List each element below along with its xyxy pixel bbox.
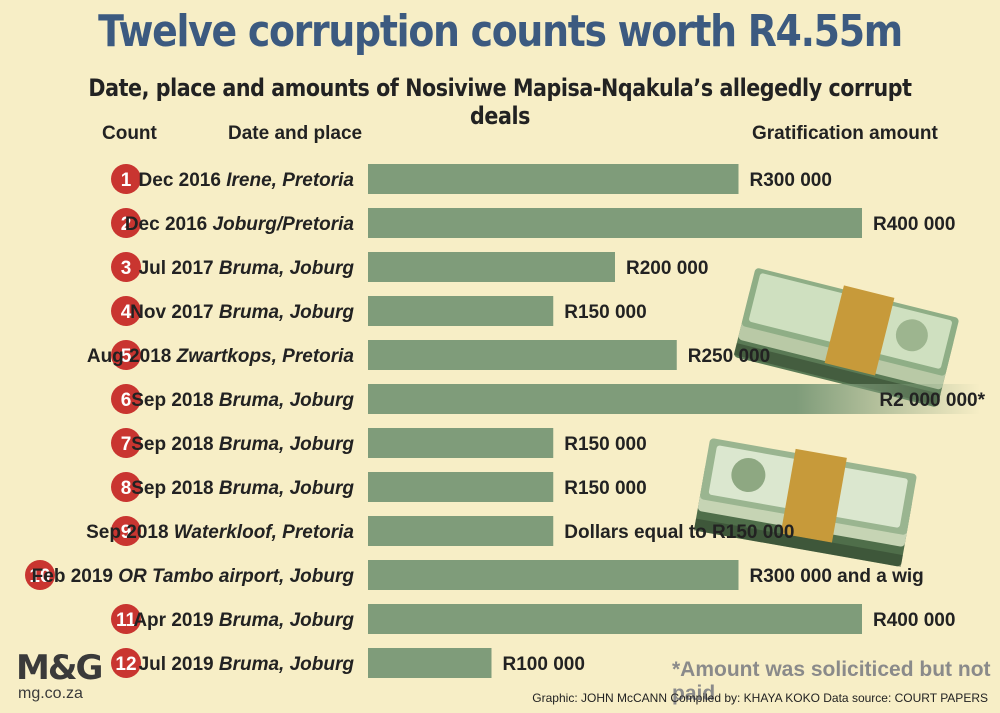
dollar-notes-illustration	[693, 438, 917, 567]
amount-bar	[368, 560, 739, 590]
amount-bar	[368, 428, 554, 458]
count-badge	[111, 208, 141, 238]
count-badge	[111, 384, 141, 414]
amount-label: R300 000	[750, 170, 832, 191]
count-badge	[25, 560, 55, 590]
count-badge	[111, 428, 141, 458]
count-badge	[111, 296, 141, 326]
date-place-label: Aug 2018 Zwartkops, Pretoria	[87, 346, 355, 367]
count-badge	[111, 472, 141, 502]
date-place-label: Apr 2019 Bruma, Joburg	[133, 610, 354, 631]
logo-url: mg.co.za	[18, 685, 83, 702]
chart-subtitle: Date, place and amounts of Nosiviwe Mapi…	[88, 74, 912, 130]
count-badge	[111, 516, 141, 546]
count-number: 5	[121, 346, 132, 367]
count-number: 9	[121, 522, 132, 543]
header-amount: Gratification amount	[752, 123, 938, 144]
date-place-label: Dec 2016 Joburg/Pretoria	[125, 214, 355, 235]
count-number: 10	[29, 566, 50, 587]
mg-logo: M&G	[16, 648, 103, 688]
amount-bar	[368, 252, 615, 282]
amount-bar	[368, 604, 862, 634]
date-place-label: Dec 2016 Irene, Pretoria	[139, 170, 355, 191]
date-place-label: Sep 2018 Bruma, Joburg	[131, 390, 354, 411]
amount-bar	[368, 384, 980, 414]
count-number: 3	[121, 258, 132, 279]
date-place-label: Sep 2018 Bruma, Joburg	[131, 478, 354, 499]
amount-bar	[368, 208, 862, 238]
date-place-label: Jul 2019 Bruma, Joburg	[139, 654, 355, 675]
count-badge	[111, 648, 141, 678]
rand-notes-illustration	[733, 268, 959, 407]
amount-label: R150 000	[564, 434, 646, 455]
amount-label: R100 000	[503, 654, 585, 675]
count-number: 6	[121, 390, 132, 411]
header-count: Count	[102, 123, 157, 144]
count-number: 1	[121, 170, 132, 191]
amount-label: R250 000	[688, 346, 770, 367]
date-place-label: Sep 2018 Bruma, Joburg	[131, 434, 354, 455]
date-place-label: Sep 2018 Waterkloof, Pretoria	[86, 522, 354, 543]
header-date-place: Date and place	[228, 123, 363, 144]
count-number: 7	[121, 434, 132, 455]
count-number: 11	[116, 610, 137, 631]
amount-bar	[368, 340, 677, 370]
count-badge	[111, 164, 141, 194]
count-number: 12	[115, 654, 136, 675]
date-place-label: Feb 2019 OR Tambo airport, Joburg	[32, 566, 355, 587]
date-place-label: Nov 2017 Bruma, Joburg	[130, 302, 354, 323]
amount-bar	[368, 516, 554, 546]
count-number: 8	[121, 478, 132, 499]
amount-label: R150 000	[564, 302, 646, 323]
amount-bar	[368, 296, 554, 326]
date-place-label: Jul 2017 Bruma, Joburg	[139, 258, 355, 279]
amount-bar	[368, 164, 739, 194]
amount-label: R200 000	[626, 258, 708, 279]
amount-label: R150 000	[564, 478, 646, 499]
credits: Graphic: JOHN McCANN Compiled by: KHAYA …	[532, 691, 988, 705]
amount-label: R300 000 and a wig	[750, 566, 924, 587]
amount-label: R400 000	[873, 610, 955, 631]
amount-label: R2 000 000*	[879, 390, 985, 411]
amount-bar	[368, 472, 554, 502]
count-badge	[111, 604, 141, 634]
amount-bar	[368, 648, 492, 678]
count-number: 2	[121, 214, 132, 235]
amount-label: R400 000	[873, 214, 955, 235]
amount-label: Dollars equal to R150 000	[564, 522, 794, 543]
count-number: 4	[121, 302, 132, 323]
count-badge	[111, 252, 141, 282]
footnote: *Amount was soliciticed but not paid	[672, 658, 991, 705]
chart-title: Twelve corruption counts worth R4.55m	[98, 6, 903, 57]
count-badge	[111, 340, 141, 370]
